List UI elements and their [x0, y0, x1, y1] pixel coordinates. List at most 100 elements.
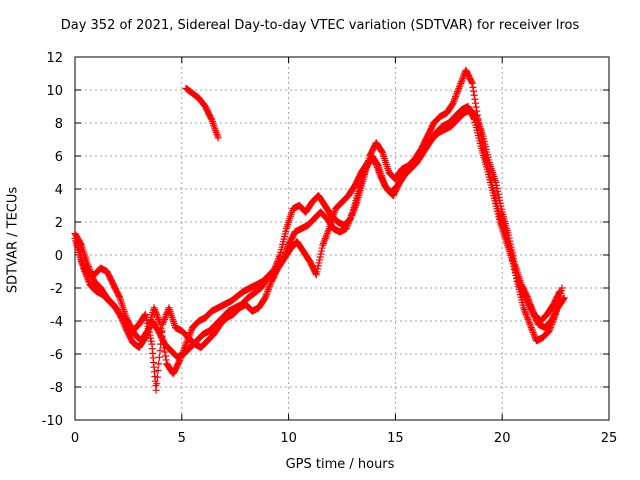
- data-point-dense: [187, 329, 195, 337]
- data-point: [342, 225, 350, 233]
- data-point-dense: [179, 348, 187, 356]
- data-point-dense: [348, 210, 356, 218]
- data-point-dense: [321, 236, 329, 244]
- data-point-dense: [144, 322, 152, 330]
- data-point-dense: [456, 81, 464, 89]
- data-point-dense: [528, 305, 536, 313]
- series-track-4: [182, 84, 222, 142]
- data-point-dense: [160, 315, 168, 323]
- data-point-dense: [175, 358, 183, 366]
- data-point-dense: [187, 327, 195, 335]
- data-point-dense: [323, 231, 331, 239]
- series-track-3: [71, 106, 564, 394]
- data-point-dense: [450, 98, 458, 106]
- data-point-dense: [155, 315, 163, 323]
- y-tick-label: 4: [55, 183, 63, 198]
- y-tick-label: -8: [50, 381, 63, 396]
- data-point-dense: [154, 367, 162, 374]
- data-point-dense: [347, 213, 355, 221]
- data-point-dense: [142, 313, 150, 321]
- data-point-dense: [153, 373, 161, 381]
- y-tick-label: 10: [46, 84, 63, 99]
- data-point-dense: [375, 167, 383, 175]
- data-point-dense: [158, 327, 166, 335]
- data-point-dense: [458, 76, 466, 84]
- y-tick-label: 12: [46, 51, 63, 66]
- data-point-dense: [85, 277, 93, 285]
- data-point: [150, 304, 158, 312]
- data-point-dense: [345, 216, 353, 224]
- data-point-dense: [263, 289, 271, 297]
- x-tick-label: 0: [71, 431, 79, 446]
- data-point-dense: [344, 221, 352, 229]
- data-point-dense: [376, 170, 384, 178]
- data-point-dense: [530, 332, 538, 340]
- data-marks: [71, 66, 568, 394]
- data-point-dense: [319, 239, 327, 247]
- data-point-dense: [155, 353, 163, 361]
- data-point-dense: [146, 331, 154, 339]
- data-point: [159, 320, 167, 328]
- data-point-dense: [472, 99, 479, 107]
- data-point: [545, 327, 553, 335]
- data-point-dense: [374, 165, 382, 173]
- data-point-dense: [451, 94, 459, 102]
- series-track-2: [73, 103, 568, 378]
- data-point-dense: [521, 309, 529, 317]
- x-tick-label: 25: [601, 431, 618, 446]
- data-point-dense: [153, 312, 161, 320]
- data-point-dense: [494, 190, 502, 198]
- data-point: [319, 241, 327, 249]
- data-point-dense: [162, 356, 170, 364]
- data-point-dense: [452, 93, 460, 101]
- data-point-dense: [162, 352, 170, 360]
- data-point-dense: [375, 169, 383, 176]
- data-point-dense: [507, 243, 515, 251]
- data-point: [492, 178, 500, 186]
- data-point-dense: [526, 299, 534, 307]
- data-point-dense: [147, 334, 155, 342]
- data-point-dense: [178, 350, 186, 358]
- data-point-dense: [145, 325, 153, 333]
- data-point-dense: [323, 230, 331, 238]
- data-point-dense: [181, 343, 189, 351]
- data-point-dense: [345, 218, 353, 226]
- y-axis-label: SDTVAR / TECUs: [5, 186, 21, 294]
- y-tick-label: 2: [55, 216, 63, 231]
- data-point: [526, 320, 534, 328]
- data-point-dense: [530, 330, 538, 338]
- data-point-dense: [152, 309, 160, 317]
- data-point: [556, 287, 564, 295]
- axes: 0 5 10 15 20 25 -10 -8 -6 -4 -2 0 2 4 6 8 10 12: [42, 51, 618, 446]
- data-point-dense: [157, 334, 165, 341]
- data-point: [176, 357, 184, 365]
- data-point-dense: [373, 164, 381, 172]
- x-tick-label: 10: [280, 431, 297, 446]
- y-tick-label: -10: [42, 414, 63, 429]
- data-point-dense: [343, 223, 351, 231]
- data-point-dense: [181, 342, 189, 350]
- data-point-dense: [494, 187, 502, 195]
- data-point: [84, 261, 92, 269]
- data-point-dense: [495, 193, 503, 201]
- data-point: [182, 340, 190, 348]
- data-point-dense: [529, 307, 537, 315]
- plot-frame: [74, 56, 610, 421]
- data-point-dense: [506, 237, 514, 245]
- data-point-dense: [524, 315, 532, 323]
- data-point-dense: [153, 380, 161, 388]
- data-point-dense: [470, 91, 478, 99]
- data-point-dense: [371, 157, 379, 165]
- data-point-dense: [267, 279, 275, 287]
- y-tick-label: 0: [55, 249, 63, 264]
- grid: [75, 57, 609, 420]
- data-point: [449, 99, 457, 107]
- data-point-dense: [176, 355, 184, 363]
- data-point: [152, 386, 160, 394]
- data-point-dense: [523, 293, 531, 301]
- data-point-dense: [527, 322, 535, 330]
- data-point: [560, 294, 568, 302]
- data-point-dense: [454, 86, 462, 94]
- y-tick-label: 8: [55, 117, 63, 132]
